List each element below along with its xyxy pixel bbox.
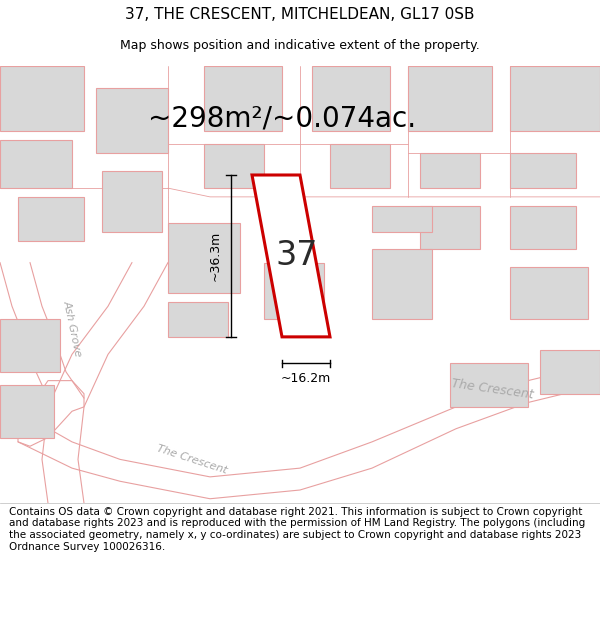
Text: ~36.3m: ~36.3m — [209, 231, 222, 281]
Polygon shape — [372, 249, 432, 319]
Polygon shape — [0, 66, 84, 131]
Text: 37: 37 — [276, 239, 318, 272]
Polygon shape — [0, 385, 54, 438]
Text: Contains OS data © Crown copyright and database right 2021. This information is : Contains OS data © Crown copyright and d… — [9, 507, 585, 552]
Polygon shape — [420, 206, 480, 249]
Polygon shape — [264, 262, 324, 319]
Polygon shape — [312, 66, 390, 131]
Polygon shape — [540, 350, 600, 394]
Polygon shape — [252, 175, 330, 337]
Text: Ash Grove: Ash Grove — [61, 299, 83, 358]
Polygon shape — [0, 319, 60, 372]
Polygon shape — [168, 302, 228, 337]
Polygon shape — [0, 140, 72, 188]
Polygon shape — [102, 171, 162, 232]
Polygon shape — [510, 153, 576, 188]
Polygon shape — [450, 363, 528, 407]
Polygon shape — [330, 144, 390, 188]
Text: 37, THE CRESCENT, MITCHELDEAN, GL17 0SB: 37, THE CRESCENT, MITCHELDEAN, GL17 0SB — [125, 7, 475, 22]
Polygon shape — [372, 206, 432, 232]
Polygon shape — [204, 66, 282, 131]
Polygon shape — [408, 66, 492, 131]
Text: The Crescent: The Crescent — [155, 443, 229, 476]
Text: ~298m²/~0.074ac.: ~298m²/~0.074ac. — [148, 104, 416, 132]
Polygon shape — [204, 144, 264, 188]
Polygon shape — [510, 267, 588, 319]
Polygon shape — [18, 197, 84, 241]
Text: The Crescent: The Crescent — [450, 377, 534, 402]
Polygon shape — [96, 88, 168, 153]
Polygon shape — [420, 153, 480, 188]
Polygon shape — [510, 66, 600, 131]
Polygon shape — [168, 223, 240, 293]
Text: ~16.2m: ~16.2m — [281, 372, 331, 385]
Polygon shape — [510, 206, 576, 249]
Text: Map shows position and indicative extent of the property.: Map shows position and indicative extent… — [120, 39, 480, 52]
